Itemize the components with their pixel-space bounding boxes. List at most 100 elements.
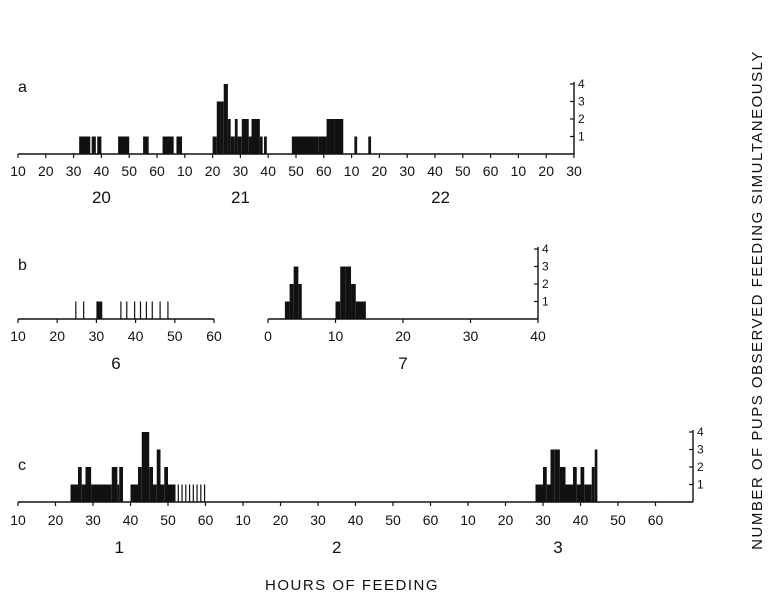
y-tick-label-a-0-3: 3 [578,95,585,109]
x-tick-label-c-0-6: 10 [235,512,251,528]
bar-c-0-9 [138,467,142,502]
x-tick-label-a-0-19: 20 [538,163,554,179]
x-tick-label-a-0-6: 10 [177,163,193,179]
y-tick-label-c-0-4: 4 [697,425,704,439]
x-tick-label-b-0-0: 10 [10,328,26,344]
bar-c-0-13 [156,449,161,502]
bar-c-0-31 [565,484,573,502]
x-tick-label-b-1-2: 20 [395,328,411,344]
bar-a-0-18 [259,136,263,154]
day-label-7: 7 [398,354,407,373]
x-tick-label-a-0-3: 40 [94,163,110,179]
x-axis-title: HOURS OF FEEDING [265,577,439,594]
bar-a-0-25 [368,136,372,154]
bar-c-0-16 [168,484,176,502]
bar-c-0-29 [554,449,560,502]
bar-c-0-14 [160,484,165,502]
y-tick-label-c-0-1: 1 [697,478,704,492]
y-tick-label-a-0-4: 4 [578,77,585,91]
day-label-2: 2 [332,538,341,557]
x-tick-label-b-0-4: 50 [167,328,183,344]
bar-a-0-1 [91,136,96,154]
bar-c-0-37 [591,467,595,502]
bar-a-0-24 [354,136,358,154]
bar-a-0-12 [230,136,235,154]
bar-a-0-5 [162,136,174,154]
x-tick-label-c-0-15: 40 [573,512,589,528]
x-tick-label-c-0-0: 10 [10,512,26,528]
x-tick-label-b-0-1: 20 [49,328,65,344]
x-tick-label-a-0-16: 50 [455,163,471,179]
bar-c-0-6 [117,484,120,502]
day-label-3: 3 [553,538,562,557]
bar-a-0-10 [223,84,228,154]
bar-c-0-2 [81,484,86,502]
x-tick-label-a-0-8: 30 [233,163,249,179]
x-tick-label-a-0-12: 10 [344,163,360,179]
bar-a-0-8 [216,101,221,154]
x-tick-label-b-0-2: 30 [89,328,105,344]
bar-b-1-3 [298,284,302,319]
bar-c-0-26 [543,467,547,502]
x-tick-label-b-0-5: 60 [206,328,222,344]
x-tick-label-b-0-3: 40 [128,328,144,344]
day-label-6: 6 [111,354,120,373]
y-tick-label-c-0-2: 2 [697,460,704,474]
bar-a-0-9 [220,101,224,154]
bar-a-0-15 [241,119,249,154]
panel-label-a: a [18,79,27,96]
x-tick-label-a-0-15: 40 [427,163,443,179]
x-tick-label-c-0-2: 30 [85,512,101,528]
bar-a-0-2 [97,136,102,154]
x-tick-label-a-0-7: 20 [205,163,221,179]
day-label-1: 1 [115,538,124,557]
y-tick-label-b-1-3: 3 [542,260,549,274]
bar-b-1-6 [345,266,352,319]
bar-c-0-1 [78,467,82,502]
bar-b-1-0 [284,301,290,319]
bar-c-0-36 [588,484,592,502]
bar-a-0-19 [264,136,267,154]
x-tick-label-c-0-1: 20 [48,512,64,528]
y-tick-label-a-0-1: 1 [578,130,585,144]
bar-c-0-35 [584,484,588,502]
x-tick-label-c-0-10: 50 [385,512,401,528]
bar-c-0-0 [70,484,78,502]
x-tick-label-b-1-3: 30 [463,328,479,344]
panel-label-c: c [18,457,26,474]
x-tick-label-a-0-0: 10 [10,163,26,179]
x-tick-label-c-0-9: 40 [348,512,364,528]
bar-b-1-5 [340,266,346,319]
x-tick-label-c-0-16: 50 [610,512,626,528]
y-tick-label-a-0-2: 2 [578,112,585,126]
bar-a-0-23 [334,119,344,154]
day-label-21: 21 [231,188,250,207]
bar-c-0-32 [573,467,577,502]
x-tick-label-c-0-3: 40 [123,512,139,528]
y-tick-label-b-1-2: 2 [542,277,549,291]
bar-a-0-16 [248,136,252,154]
bar-a-0-13 [234,119,238,154]
bar-c-0-34 [580,467,585,502]
bar-a-0-7 [212,136,217,154]
bar-c-0-3 [85,467,92,502]
bar-c-0-25 [535,484,543,502]
bar-c-0-15 [164,467,168,502]
x-tick-label-a-0-4: 50 [121,163,137,179]
day-label-20: 20 [92,188,111,207]
x-tick-label-c-0-7: 20 [273,512,289,528]
panel-label-b: b [18,257,27,274]
bar-c-0-8 [130,484,138,502]
x-tick-label-a-0-14: 30 [399,163,415,179]
bar-c-0-30 [559,467,566,502]
day-label-22: 22 [431,188,450,207]
y-tick-label-c-0-3: 3 [697,443,704,457]
bar-c-0-5 [111,467,118,502]
x-tick-label-c-0-11: 60 [423,512,439,528]
bar-c-0-11 [149,467,153,502]
bar-c-0-7 [119,467,123,502]
x-tick-label-c-0-13: 20 [498,512,514,528]
x-tick-label-a-0-13: 20 [372,163,388,179]
bar-c-0-10 [141,432,150,502]
